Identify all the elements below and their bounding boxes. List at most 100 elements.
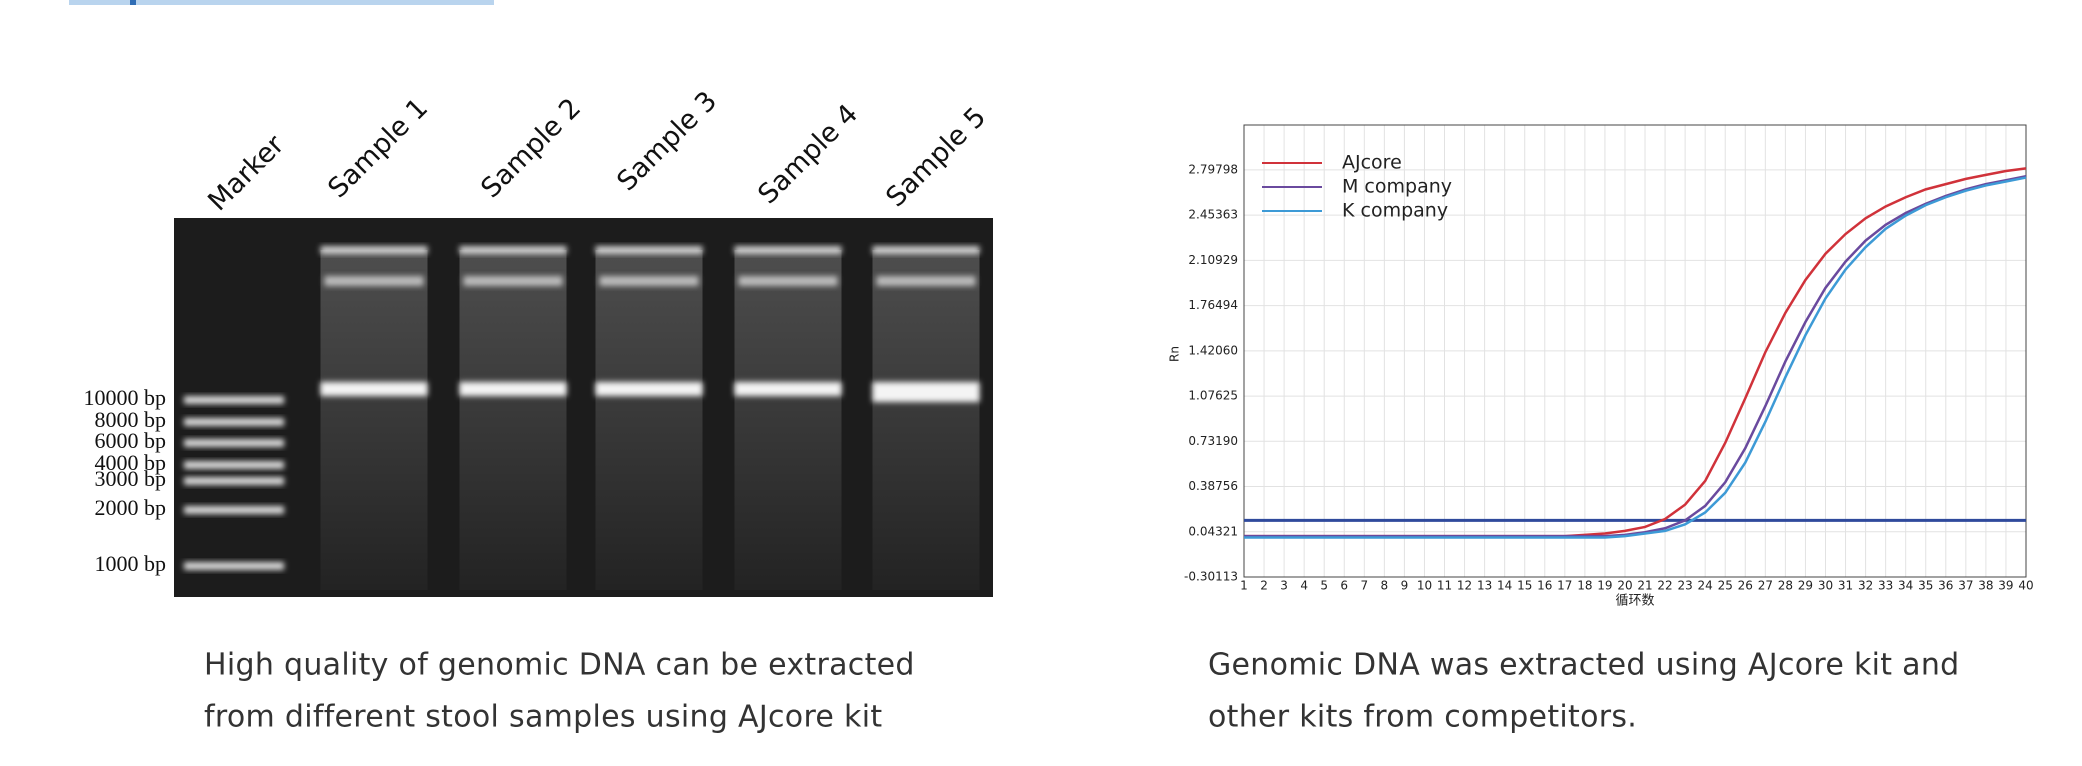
x-tick-label: 16 <box>1537 579 1552 593</box>
plot-frame <box>1243 124 2027 578</box>
x-tick-label: 27 <box>1758 579 1773 593</box>
lane-smear <box>459 250 567 590</box>
x-tick-label: 22 <box>1657 579 1672 593</box>
x-tick-label: 9 <box>1401 579 1409 593</box>
header-accent <box>130 0 136 5</box>
marker-label: 2000 bp <box>95 495 167 520</box>
x-tick-label: 8 <box>1381 579 1389 593</box>
y-tick-label: 1.76494 <box>1188 298 1238 312</box>
x-tick-label: 15 <box>1517 579 1532 593</box>
x-axis-label: 循环数 <box>1615 594 1654 609</box>
x-tick-label: 30 <box>1818 579 1833 593</box>
well <box>872 246 980 254</box>
marker-label: 1000 bp <box>95 551 167 576</box>
x-tick-label: 10 <box>1417 579 1432 593</box>
well <box>324 276 424 286</box>
well <box>463 276 563 286</box>
y-tick-label: 0.73190 <box>1188 434 1238 448</box>
x-tick-label: 3 <box>1280 579 1288 593</box>
gel-image <box>174 218 993 597</box>
x-tick-label: 6 <box>1340 579 1348 593</box>
y-tick-label: 2.79798 <box>1188 162 1238 176</box>
well <box>734 246 842 254</box>
x-tick-label: 19 <box>1597 579 1612 593</box>
x-tick-label: 1 <box>1240 579 1248 593</box>
x-tick-label: 24 <box>1698 579 1713 593</box>
dna-band <box>320 382 428 396</box>
x-tick-label: 23 <box>1677 579 1692 593</box>
x-tick-label: 34 <box>1898 579 1913 593</box>
legend-label: K company <box>1342 200 1448 222</box>
well <box>876 276 976 286</box>
lane-label: Marker <box>202 129 291 218</box>
x-tick-label: 12 <box>1457 579 1472 593</box>
lane-label: Sample 3 <box>611 86 723 198</box>
x-tick-label: 38 <box>1978 579 1993 593</box>
marker-band <box>184 477 284 485</box>
y-tick-label: 0.04321 <box>1188 524 1238 538</box>
y-axis-label: Rn <box>1168 346 1182 362</box>
marker-label: 3000 bp <box>95 466 167 491</box>
caption: other kits from competitors. <box>1208 700 1637 735</box>
dna-band <box>595 382 703 396</box>
x-tick-label: 35 <box>1918 579 1933 593</box>
caption: High quality of genomic DNA can be extra… <box>204 648 915 683</box>
lane-smear <box>734 250 842 590</box>
series-line <box>1244 175 2027 538</box>
y-tick-label: 0.38756 <box>1188 479 1238 493</box>
x-tick-label: 13 <box>1477 579 1492 593</box>
marker-label: 4000 bp <box>95 450 167 475</box>
x-tick-label: 32 <box>1858 579 1873 593</box>
x-tick-label: 25 <box>1718 579 1733 593</box>
marker-label: 8000 bp <box>95 407 167 432</box>
well <box>320 246 428 254</box>
x-tick-label: 28 <box>1778 579 1793 593</box>
x-tick-label: 5 <box>1320 579 1328 593</box>
marker-band <box>184 418 284 426</box>
x-tick-label: 18 <box>1577 579 1592 593</box>
lane-smear <box>320 250 428 590</box>
marker-label: 10000 bp <box>84 385 167 410</box>
y-tick-label: -0.30113 <box>1184 570 1238 584</box>
x-tick-label: 36 <box>1938 579 1953 593</box>
x-tick-label: 17 <box>1557 579 1572 593</box>
x-tick-label: 40 <box>2018 579 2033 593</box>
well <box>595 246 703 254</box>
x-tick-label: 21 <box>1637 579 1652 593</box>
x-tick-label: 39 <box>1998 579 2013 593</box>
marker-band <box>184 461 284 469</box>
y-tick-label: 2.45363 <box>1188 208 1238 222</box>
caption: Genomic DNA was extracted using AJcore k… <box>1208 648 1960 683</box>
lane-smear <box>595 250 703 590</box>
dna-band <box>734 382 842 396</box>
x-tick-label: 31 <box>1838 579 1853 593</box>
y-tick-label: 1.42060 <box>1188 343 1238 357</box>
gel-background <box>174 218 993 597</box>
caption: from different stool samples using AJcor… <box>204 700 882 735</box>
x-tick-label: 29 <box>1798 579 1813 593</box>
lane-smear <box>872 250 980 590</box>
marker-band <box>184 439 284 447</box>
x-tick-label: 20 <box>1617 579 1632 593</box>
x-tick-label: 26 <box>1738 579 1753 593</box>
x-tick-label: 37 <box>1958 579 1973 593</box>
y-tick-label: 1.07625 <box>1188 389 1238 403</box>
well <box>459 246 567 254</box>
x-tick-label: 14 <box>1497 579 1512 593</box>
x-tick-label: 4 <box>1300 579 1308 593</box>
marker-band <box>184 396 284 404</box>
legend-label: M company <box>1342 176 1452 198</box>
x-tick-label: 33 <box>1878 579 1893 593</box>
y-tick-label: 2.10929 <box>1188 253 1238 267</box>
header-bar <box>69 0 494 5</box>
legend-label: AJcore <box>1342 152 1402 174</box>
series-line <box>1244 176 2027 539</box>
lane-label: Sample 1 <box>322 93 434 205</box>
x-tick-label: 11 <box>1437 579 1452 593</box>
marker-label: 6000 bp <box>95 428 167 453</box>
marker-band <box>184 506 284 514</box>
dna-band <box>872 382 980 402</box>
lane-label: Sample 2 <box>475 93 587 205</box>
lane-label: Sample 4 <box>752 99 864 211</box>
